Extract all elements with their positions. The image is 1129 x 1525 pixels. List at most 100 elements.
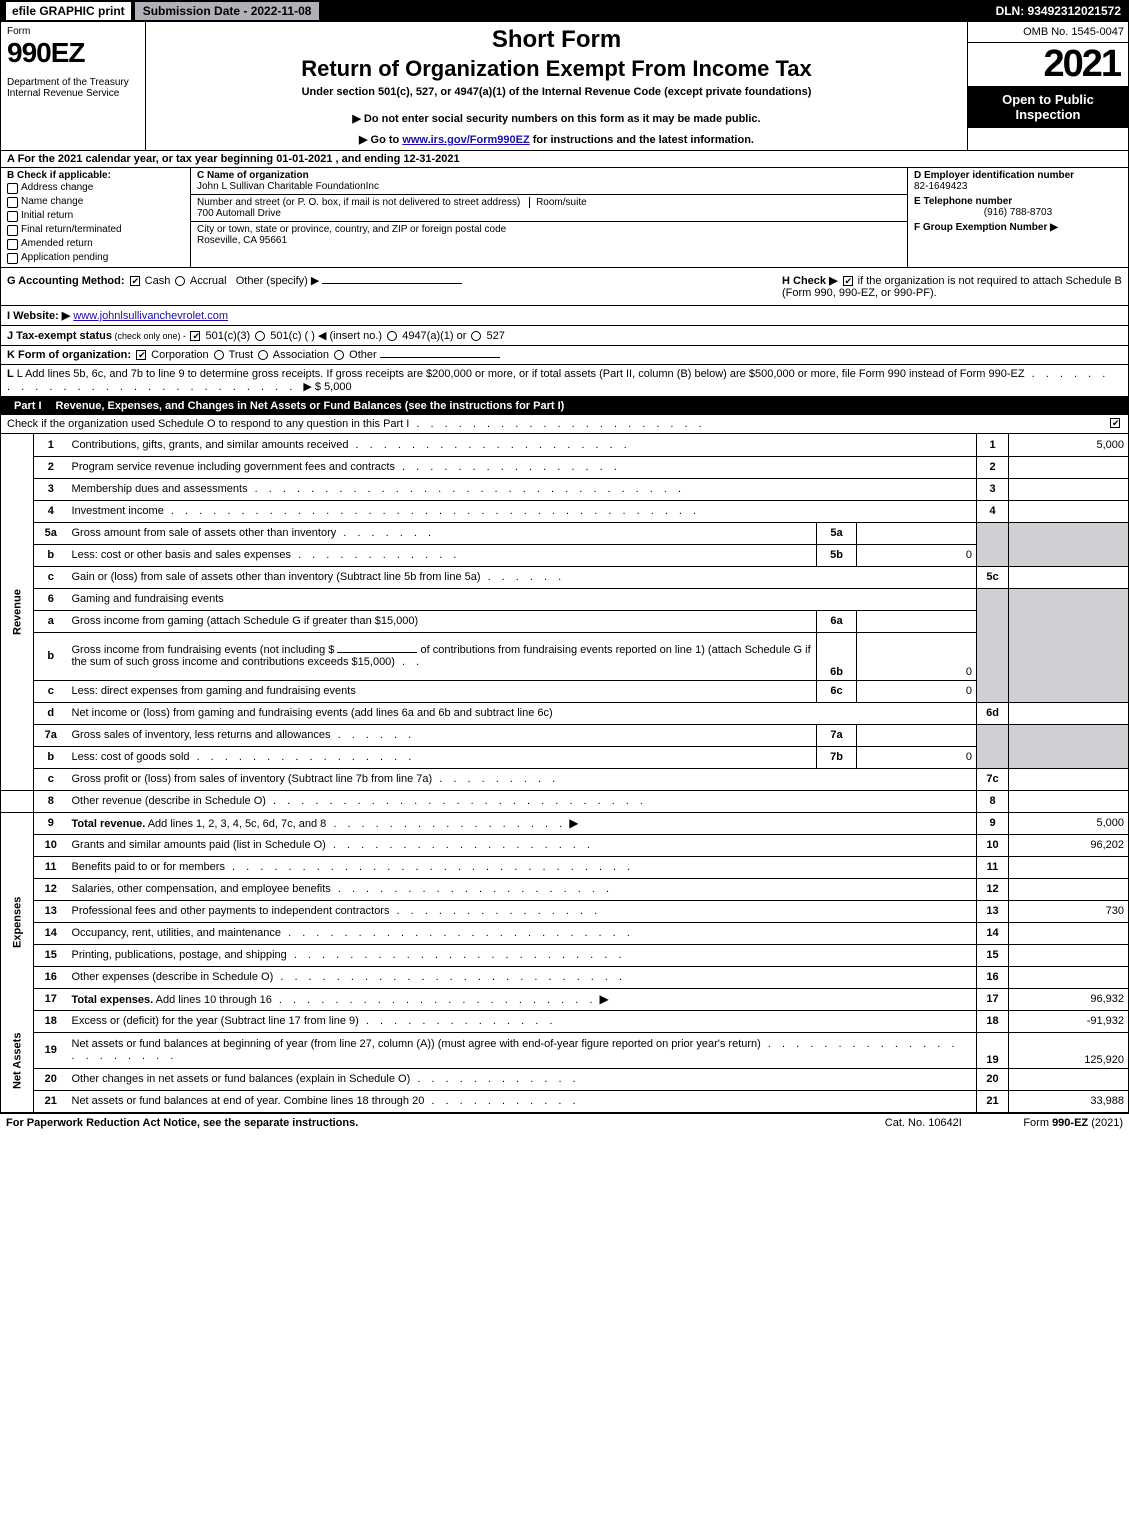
check-4947[interactable] (387, 331, 397, 341)
line-10-text: Grants and similar amounts paid (list in… (68, 834, 977, 856)
line-14-ref: 14 (977, 922, 1009, 944)
check-other-org[interactable] (334, 350, 344, 360)
check-final-return[interactable]: Final return/terminated (7, 223, 184, 237)
j-sub: (check only one) - (112, 331, 189, 341)
line-8-ref: 8 (977, 790, 1009, 812)
other-org-input[interactable] (380, 357, 500, 358)
opt-corp: Corporation (151, 349, 208, 361)
tax-year: 2021 (968, 43, 1128, 86)
line-9-value: 5,000 (1009, 812, 1129, 834)
room-suite-label: Room/suite (529, 197, 587, 208)
form-label: Form (7, 26, 139, 37)
line-15-ref: 15 (977, 944, 1009, 966)
opt-accrual: Accrual (190, 275, 227, 287)
line-17-arrow: ▶ (600, 992, 609, 1006)
line-13-num: 13 (34, 900, 68, 922)
part-1-dots: . . . . . . . . . . . . . . . . . . . . … (409, 418, 705, 430)
line-7b-inner-num: 7b (817, 746, 857, 768)
line-11-text: Benefits paid to or for members . . . . … (68, 856, 977, 878)
line-10-value: 96,202 (1009, 834, 1129, 856)
section-c: C Name of organization John L Sullivan C… (191, 168, 908, 268)
line-16-num: 16 (34, 966, 68, 988)
line-9-arrow: ▶ (569, 816, 578, 830)
check-trust[interactable] (214, 350, 224, 360)
goto-link[interactable]: www.irs.gov/Form990EZ (402, 134, 529, 146)
check-501c3[interactable] (190, 331, 200, 341)
line-7b-text: Less: cost of goods sold . . . . . . . .… (68, 746, 817, 768)
line-5a-text: Gross amount from sale of assets other t… (68, 522, 817, 544)
ein-label: D Employer identification number (914, 170, 1122, 181)
check-cash[interactable] (130, 276, 140, 286)
check-application-pending[interactable]: Application pending (7, 251, 184, 265)
other-specify-input[interactable] (322, 283, 462, 284)
line-2-ref: 2 (977, 456, 1009, 478)
line-4-ref: 4 (977, 500, 1009, 522)
line-12-value (1009, 878, 1129, 900)
line-6c-text: Less: direct expenses from gaming and fu… (68, 680, 817, 702)
check-initial-return[interactable]: Initial return (7, 209, 184, 223)
g-label: G Accounting Method: (7, 275, 125, 287)
section-h: H Check ▶ if the organization is not req… (782, 274, 1122, 299)
check-address-change[interactable]: Address change (7, 181, 184, 195)
efile-print-button[interactable]: efile GRAPHIC print (6, 2, 131, 20)
line-6b-fillin[interactable] (337, 652, 417, 653)
line-6b-inner-num: 6b (817, 632, 857, 680)
line-15-value (1009, 944, 1129, 966)
check-name-change[interactable]: Name change (7, 195, 184, 209)
check-part1-schedule-o[interactable] (1110, 418, 1120, 428)
check-assoc[interactable] (258, 350, 268, 360)
line-18-text: Excess or (deficit) for the year (Subtra… (68, 1010, 977, 1032)
section-j: J Tax-exempt status (check only one) - 5… (0, 326, 1129, 346)
org-name: John L Sullivan Charitable FoundationInc (197, 181, 379, 192)
website-link[interactable]: www.johnlsullivanchevrolet.com (73, 310, 228, 322)
section-a: A For the 2021 calendar year, or tax yea… (0, 151, 1129, 168)
line-18-ref: 18 (977, 1010, 1009, 1032)
line-20-value (1009, 1068, 1129, 1090)
title-cell: Short Form Return of Organization Exempt… (146, 22, 968, 151)
line-21-value: 33,988 (1009, 1090, 1129, 1112)
line-6b-inner-val: 0 (857, 632, 977, 680)
opt-527: 527 (487, 330, 505, 342)
section-g: G Accounting Method: Cash Accrual Other … (7, 274, 782, 287)
check-527[interactable] (471, 331, 481, 341)
section-b: B Check if applicable: Address change Na… (1, 168, 191, 268)
check-corp[interactable] (136, 350, 146, 360)
line-6a-text: Gross income from gaming (attach Schedul… (68, 610, 817, 632)
page-footer: For Paperwork Reduction Act Notice, see … (0, 1113, 1129, 1132)
subtitle: Under section 501(c), 527, or 4947(a)(1)… (152, 86, 961, 98)
line-7c-text: Gross profit or (loss) from sales of inv… (68, 768, 977, 790)
footer-paperwork: For Paperwork Reduction Act Notice, see … (6, 1117, 823, 1129)
phone-value: (916) 788-8703 (914, 207, 1122, 218)
line-12-ref: 12 (977, 878, 1009, 900)
line-7ab-shade-val (1009, 724, 1129, 768)
line-16-ref: 16 (977, 966, 1009, 988)
k-label: K Form of organization: (7, 349, 131, 361)
check-h-schedule-b[interactable] (843, 276, 853, 286)
revenue-table: Revenue 1 Contributions, gifts, grants, … (0, 434, 1129, 1113)
line-7a-num: 7a (34, 724, 68, 746)
j-label: J Tax-exempt status (7, 330, 112, 342)
c-city-label: City or town, state or province, country… (197, 224, 506, 235)
check-501c[interactable] (255, 331, 265, 341)
line-21-text: Net assets or fund balances at end of ye… (68, 1090, 977, 1112)
line-15-text: Printing, publications, postage, and shi… (68, 944, 977, 966)
part-1-check: Check if the organization used Schedule … (0, 415, 1129, 434)
section-d-e-f: D Employer identification number 82-1649… (908, 168, 1128, 268)
check-amended-return[interactable]: Amended return (7, 237, 184, 251)
line-6c-inner-val: 0 (857, 680, 977, 702)
line-7ab-shade (977, 724, 1009, 768)
opt-501c-b: ) ◀ (insert no.) (311, 330, 382, 342)
netassets-side-label: Net Assets (1, 1010, 34, 1112)
line-19-value: 125,920 (1009, 1032, 1129, 1068)
top-bar: efile GRAPHIC print Submission Date - 20… (0, 0, 1129, 22)
line-5b-text: Less: cost or other basis and sales expe… (68, 544, 817, 566)
line-4-text: Investment income . . . . . . . . . . . … (68, 500, 977, 522)
line-14-value (1009, 922, 1129, 944)
line-5c-num: c (34, 566, 68, 588)
line-5ab-shade (977, 522, 1009, 566)
sections-b-c-d: B Check if applicable: Address change Na… (0, 168, 1129, 268)
opt-other: Other (specify) ▶ (236, 275, 320, 287)
line-2-num: 2 (34, 456, 68, 478)
footer-form-ref: Form 990-EZ (2021) (1023, 1117, 1123, 1129)
check-accrual[interactable] (175, 276, 185, 286)
